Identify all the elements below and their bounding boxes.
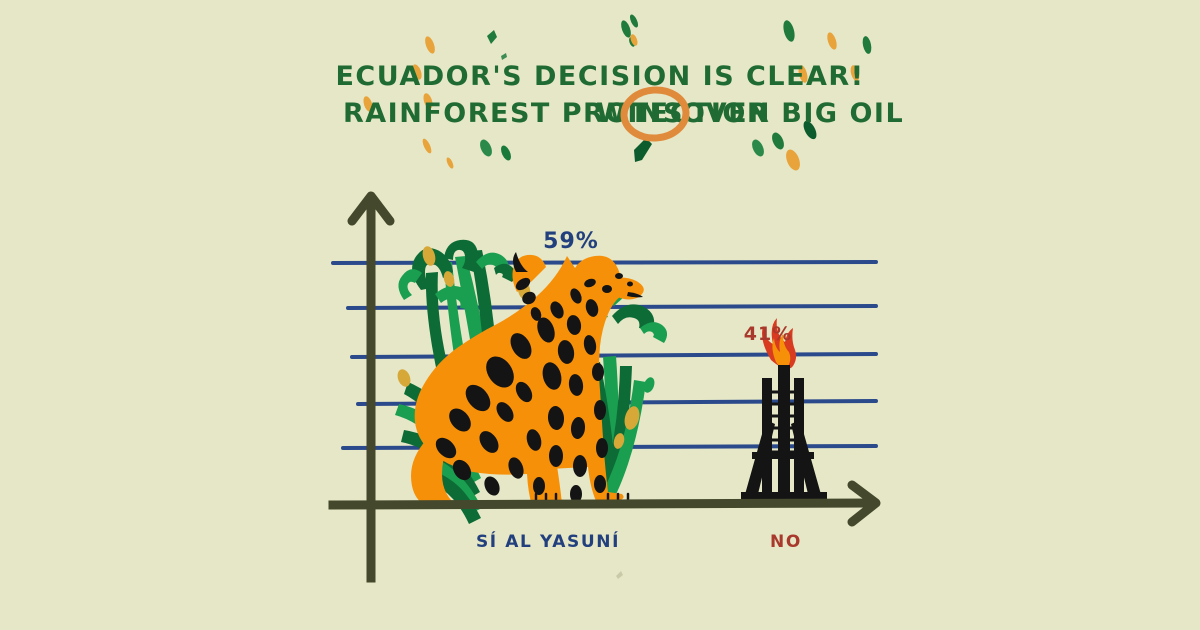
poster-title: ECUADOR'S DECISION IS CLEAR! RAINFOREST … (335, 61, 904, 142)
x-axis-line (328, 498, 877, 510)
value-label-no: 41% (744, 323, 792, 345)
title-line-2-b: OVER BIG OIL (682, 98, 904, 129)
chart-axes (328, 195, 877, 583)
title-line-1: ECUADOR'S DECISION IS CLEAR! (335, 61, 864, 92)
title-line-2-highlight: WINS (596, 98, 684, 129)
title-line-2-a: RAINFOREST PROTECTION (343, 98, 771, 129)
y-axis-arrow (347, 191, 395, 226)
stray-mark (616, 571, 623, 579)
axis-arrowheads (347, 191, 881, 527)
category-label-no: NO (770, 532, 802, 552)
jaguar-illustration (411, 252, 644, 508)
oil-derrick-illustration (741, 318, 827, 502)
highlight-circle (620, 86, 690, 142)
title-line-2: RAINFOREST PROTECTION WINS OVER BIG OIL (343, 98, 904, 129)
x-axis-arrow (847, 480, 881, 527)
value-label-yes: 59% (543, 229, 599, 254)
category-label-yes: SÍ AL YASUNÍ (476, 530, 620, 552)
confetti-specks (363, 14, 872, 171)
